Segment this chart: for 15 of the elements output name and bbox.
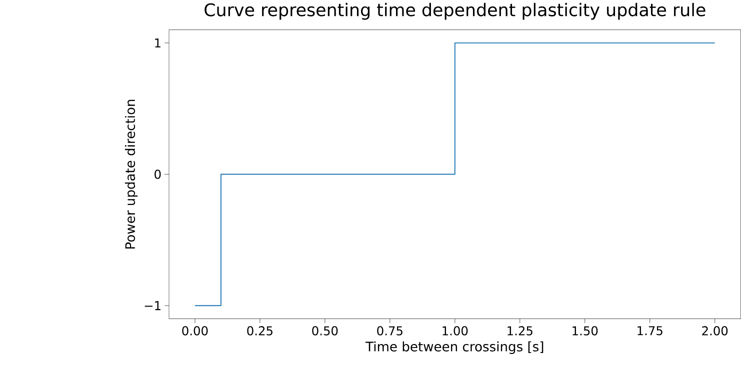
- chart-title: Curve representing time dependent plasticity update rule: [204, 2, 706, 20]
- x-tick-label: 1.75: [638, 326, 662, 336]
- x-tick-label: 0.50: [312, 326, 338, 336]
- y-tick-label: 1: [155, 38, 160, 48]
- x-tick-label: 2.00: [702, 326, 728, 336]
- y-tick-label: 0: [154, 170, 161, 179]
- y-axis-title: Power update direction: [124, 100, 138, 248]
- x-tick-label: 1.25: [508, 326, 532, 336]
- x-tick-label: 1.00: [442, 326, 468, 336]
- x-axis-title: Time between crossings [s]: [366, 341, 544, 354]
- x-tick-label: 0.25: [247, 326, 272, 336]
- x-tick-label: 0.75: [377, 326, 402, 336]
- x-tick-label: 1.50: [572, 326, 598, 336]
- y-tick-label: −1: [144, 301, 160, 310]
- x-tick-label: 0.00: [182, 326, 208, 336]
